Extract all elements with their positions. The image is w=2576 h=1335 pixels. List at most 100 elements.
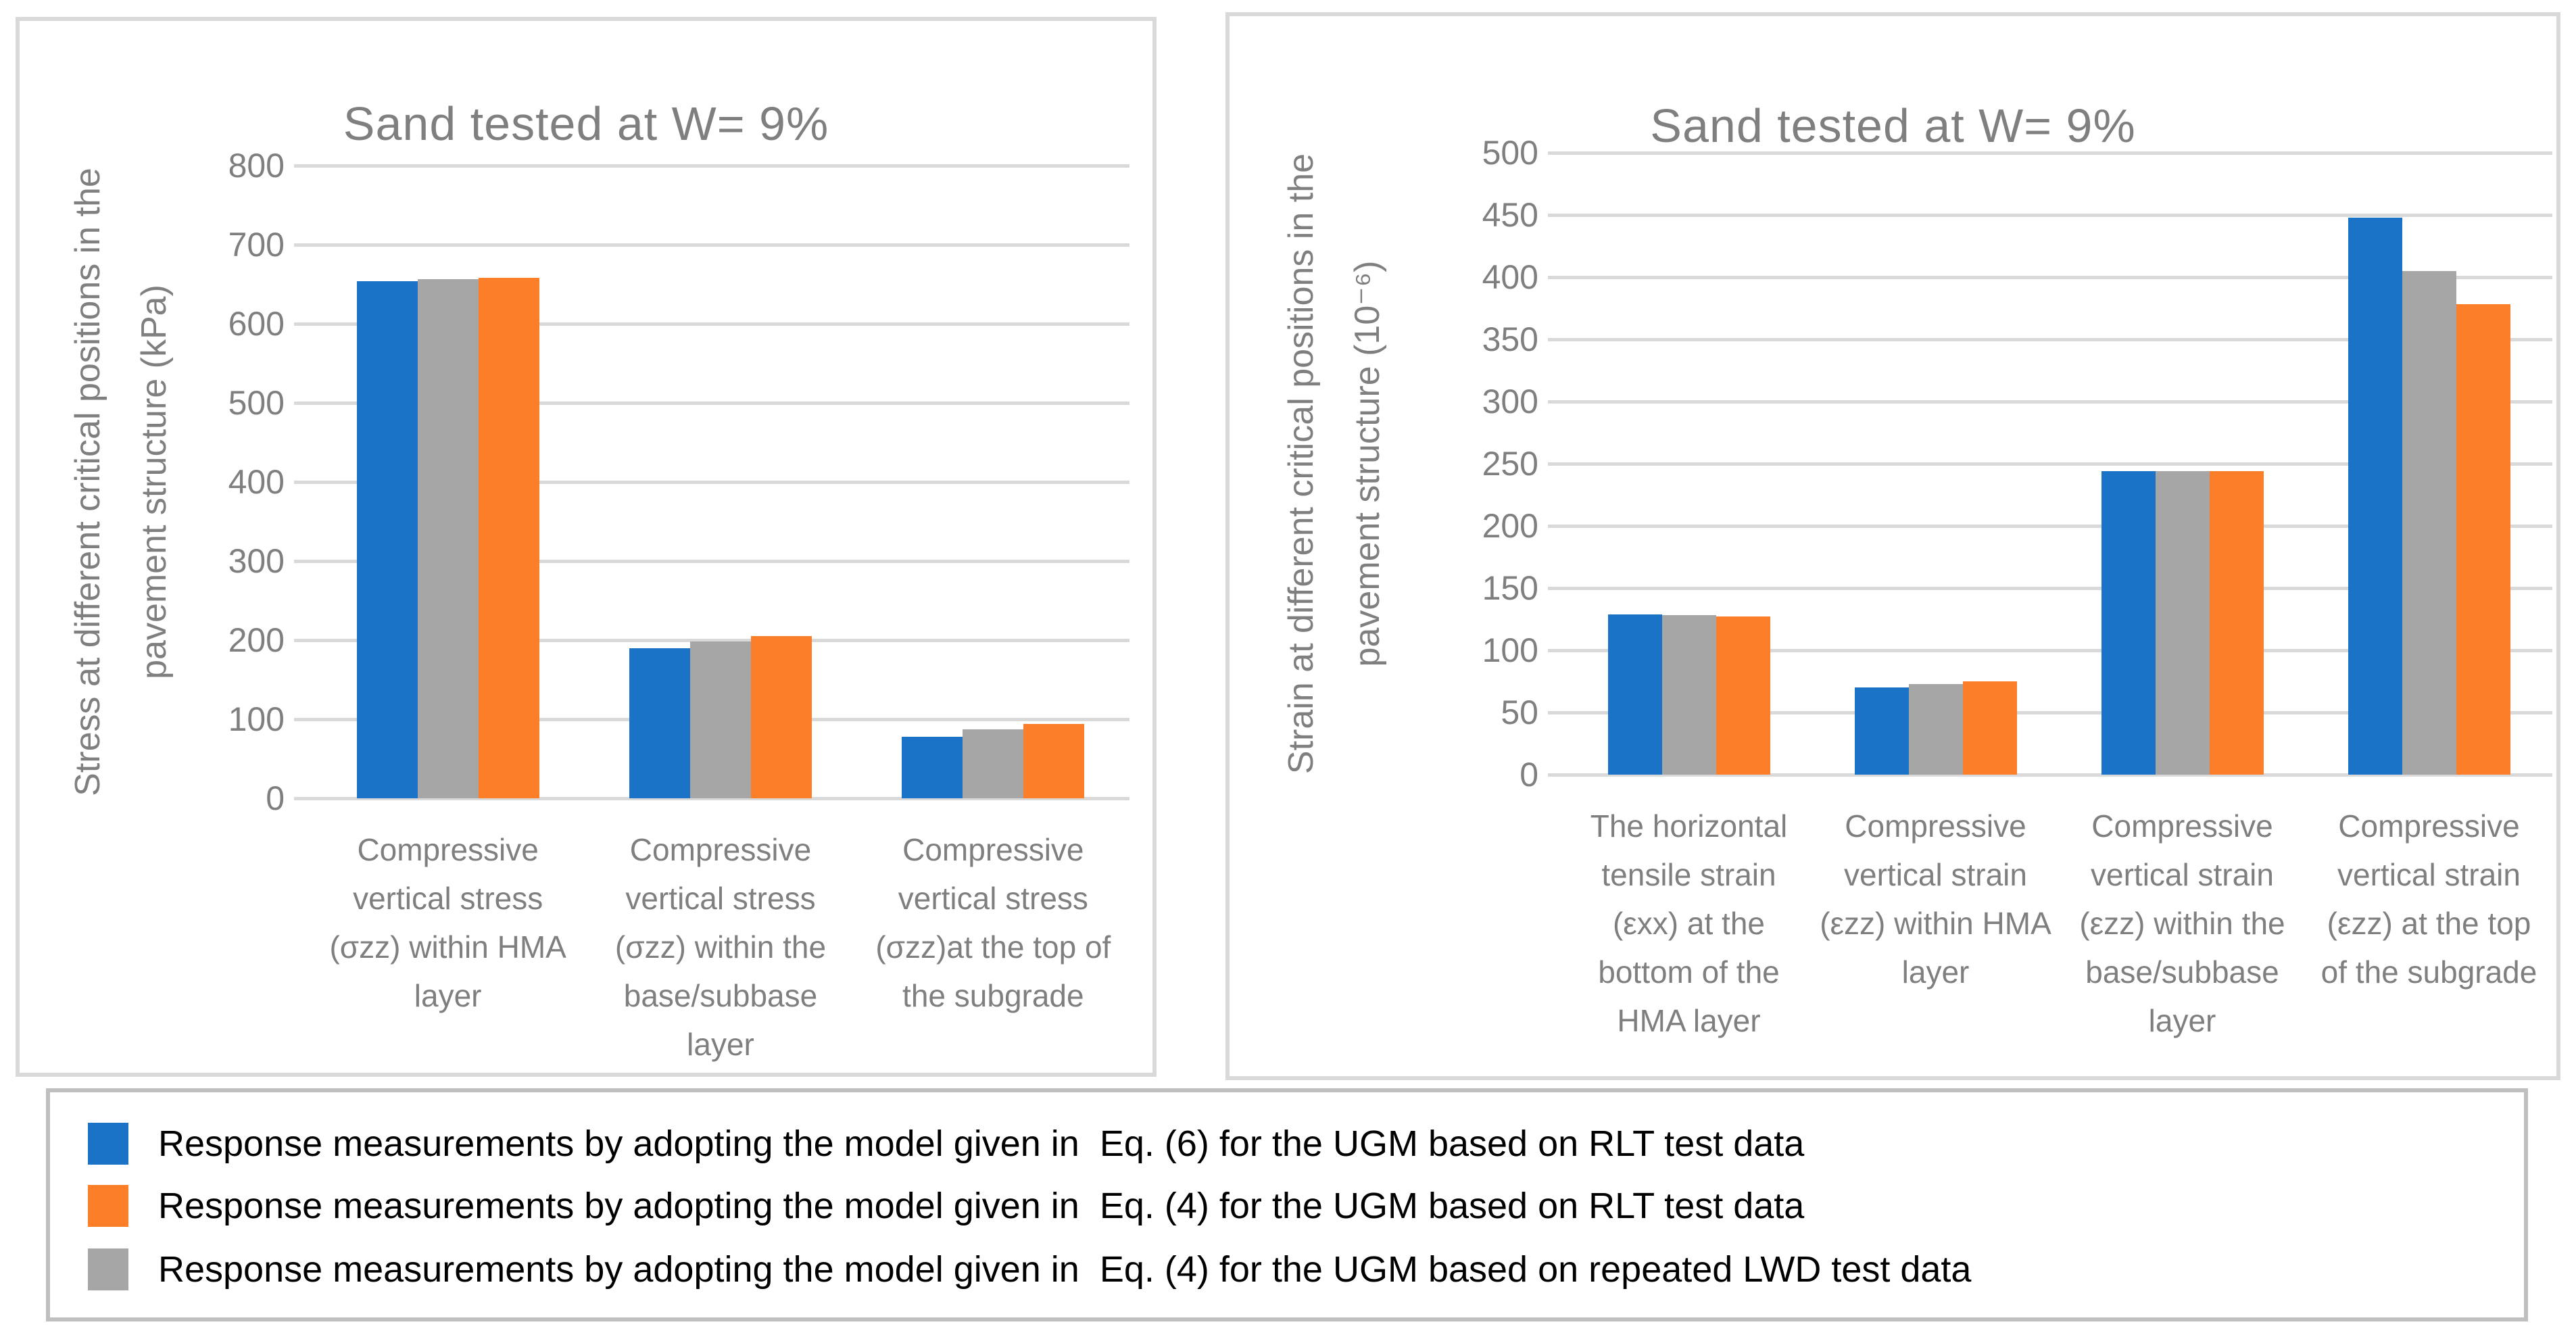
- bar-gray-cat0: [417, 279, 479, 798]
- gridline: [312, 164, 1129, 168]
- bar-orange-cat3: [2456, 304, 2510, 775]
- legend-item-eq4-lwd: Response measurements by adopting the mo…: [88, 1246, 1971, 1292]
- bar-orange-cat2: [1023, 724, 1085, 798]
- x-category-label: The horizontal tensile strain (εxx) at t…: [1590, 808, 1788, 1038]
- gridline: [312, 322, 1129, 326]
- y-axis-tick: [294, 243, 312, 247]
- bar-blue-cat2: [2101, 471, 2156, 775]
- gridline: [312, 243, 1129, 247]
- x-category-label: Compressive vertical stress (σzz) within…: [614, 832, 827, 1062]
- bar-gray-cat0: [1661, 615, 1716, 775]
- y-tick-label: 200: [228, 621, 285, 659]
- y-axis-tick: [294, 322, 312, 326]
- strain-chart-panel: Sand tested at W= 9% Strain at different…: [1225, 12, 2560, 1080]
- y-axis-tick: [294, 402, 312, 405]
- y-tick-label: 300: [1482, 383, 1538, 420]
- y-tick-label: 500: [1482, 134, 1538, 172]
- y-axis-tick: [1548, 587, 1565, 590]
- gridline: [1565, 276, 2552, 279]
- strain-chart-title: Sand tested at W= 9%: [1650, 99, 2136, 152]
- bar-gray-cat2: [963, 729, 1024, 798]
- gridline: [1565, 587, 2552, 590]
- gridline: [1565, 151, 2552, 155]
- y-axis-tick: [1548, 525, 1565, 528]
- y-tick-label: 50: [1501, 694, 1538, 731]
- stress-chart-panel: Sand tested at W= 9% Stress at different…: [16, 17, 1157, 1077]
- y-tick-label: 400: [228, 463, 285, 501]
- bar-gray-cat1: [690, 641, 751, 798]
- legend-item-label: Response measurements by adopting the mo…: [158, 1186, 1805, 1226]
- x-category-label: Compressive vertical stress (σzz)at the …: [875, 832, 1111, 1013]
- y-tick-label: 350: [1482, 320, 1538, 358]
- x-category-label: Compressive vertical strain (εzz) within…: [2079, 808, 2285, 1038]
- stress-plot-area: 0 100 200 300 400 500 600 700 800 Compressive ver…: [20, 21, 1152, 1073]
- gridline: [1565, 338, 2552, 341]
- gridline: [1565, 400, 2552, 404]
- y-tick-label: 500: [228, 384, 285, 422]
- y-axis-tick: [1548, 711, 1565, 714]
- stress-chart-title: Sand tested at W= 9%: [343, 97, 829, 150]
- legend: Response measurements by adopting the mo…: [46, 1088, 2528, 1321]
- bar-gray-cat2: [2155, 471, 2210, 775]
- gridline: [312, 797, 1129, 800]
- y-tick-label: 250: [1482, 445, 1538, 483]
- bar-orange-cat0: [1716, 616, 1770, 775]
- bar-blue-cat1: [1854, 687, 1909, 775]
- y-tick-label: 200: [1482, 507, 1538, 545]
- legend-item-eq4-rlt: Response measurements by adopting the mo…: [88, 1183, 1804, 1229]
- y-tick-label: 450: [1482, 196, 1538, 234]
- bar-orange-cat1: [1962, 681, 2017, 775]
- gridline: [312, 481, 1129, 484]
- legend-item-label: Response measurements by adopting the mo…: [158, 1249, 1972, 1290]
- x-category-label: Compressive vertical stress (σzz) within…: [329, 832, 566, 1013]
- y-axis-tick: [1548, 400, 1565, 404]
- bar-orange-cat0: [478, 278, 539, 798]
- bar-blue-cat0: [356, 281, 418, 798]
- bar-blue-cat1: [629, 648, 690, 798]
- bar-blue-cat3: [2348, 217, 2402, 775]
- bar-gray-cat1: [1908, 683, 1963, 775]
- y-tick-label: 300: [228, 542, 285, 580]
- y-axis-tick: [1548, 338, 1565, 341]
- gridline: [312, 402, 1129, 405]
- bar-gray-cat3: [2402, 270, 2456, 775]
- y-tick-label: 800: [228, 147, 285, 185]
- y-axis-tick: [294, 164, 312, 168]
- y-tick-label: 100: [228, 700, 285, 738]
- bar-blue-cat0: [1607, 614, 1662, 775]
- x-category-label: Compressive vertical strain (εzz) at the…: [2320, 808, 2537, 990]
- y-axis-tick: [1548, 214, 1565, 217]
- legend-item-eq6-rlt: Response measurements by adopting the mo…: [88, 1121, 1804, 1167]
- gridline: [312, 560, 1129, 563]
- bar-blue-cat2: [902, 736, 963, 798]
- y-tick-label: 0: [266, 779, 285, 817]
- gridline: [1565, 711, 2552, 714]
- y-axis-tick: [294, 718, 312, 721]
- gridline: [1565, 462, 2552, 466]
- y-tick-label: 700: [228, 226, 285, 264]
- bar-orange-cat1: [751, 636, 812, 798]
- legend-item-label: Response measurements by adopting the mo…: [158, 1123, 1805, 1164]
- y-tick-label: 400: [1482, 258, 1538, 296]
- gridline: [1565, 773, 2552, 777]
- bar-orange-cat2: [2209, 471, 2264, 775]
- strain-plot-area: 0 50 100 150 200 250 300 350 400 450 500 The horizo…: [1230, 16, 2556, 1076]
- y-axis-tick: [294, 560, 312, 563]
- gridline: [1565, 649, 2552, 652]
- y-axis-tick: [1548, 151, 1565, 155]
- y-tick-label: 150: [1482, 569, 1538, 607]
- y-axis-tick: [294, 639, 312, 642]
- gray-series-swatch-icon: [88, 1248, 128, 1290]
- y-tick-label: 0: [1520, 756, 1538, 794]
- y-axis-tick: [1548, 276, 1565, 279]
- gridline: [312, 639, 1129, 642]
- y-axis-tick: [1548, 649, 1565, 652]
- y-tick-label: 100: [1482, 631, 1538, 669]
- x-category-label: Compressive vertical strain (εzz) within…: [1820, 808, 2051, 990]
- gridline: [1565, 525, 2552, 528]
- y-axis-tick: [294, 481, 312, 484]
- y-axis-tick: [294, 797, 312, 800]
- orange-series-swatch-icon: [88, 1185, 128, 1227]
- y-axis-tick: [1548, 462, 1565, 466]
- gridline: [1565, 214, 2552, 217]
